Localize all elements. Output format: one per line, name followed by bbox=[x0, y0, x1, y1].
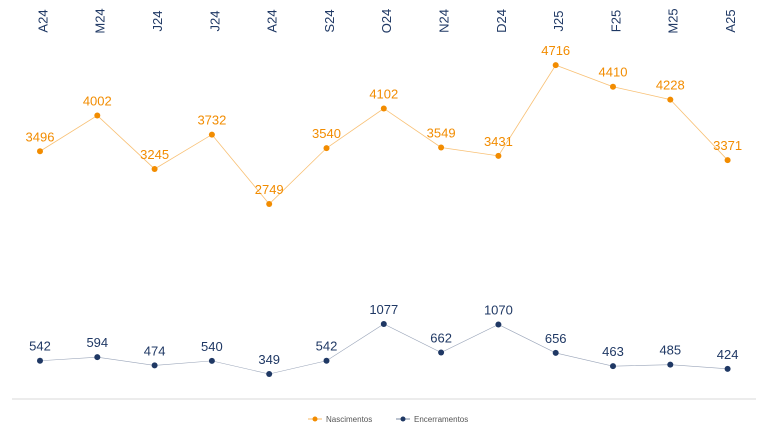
encerramentos-point bbox=[151, 362, 158, 369]
nascimentos-point bbox=[323, 145, 330, 152]
encerramentos-data-label: 485 bbox=[659, 343, 681, 358]
series-layer: 3496 4002 3245 3732 2749 3540 4102 3549 3431 4716… bbox=[26, 43, 742, 377]
encerramentos-point bbox=[380, 321, 387, 328]
nascimentos-point bbox=[37, 148, 43, 155]
nascimentos-legend-label: Nascimentos bbox=[326, 415, 372, 424]
nascimentos-data-label: 3371 bbox=[713, 138, 742, 153]
nascimentos-point bbox=[266, 201, 273, 207]
category-labels: A24 M24 J24 J24 A24 S24 O24 N24 D24 J25 F25 M25 A25 bbox=[35, 8, 738, 33]
encerramentos-point bbox=[552, 349, 559, 356]
category-label: O24 bbox=[379, 9, 394, 34]
category-label: J24 bbox=[150, 11, 165, 32]
category-label: M24 bbox=[93, 8, 108, 33]
nascimentos-data-label: 4410 bbox=[599, 65, 628, 80]
nascimentos-data-label: 3540 bbox=[312, 126, 341, 141]
encerramentos-data-label: 540 bbox=[201, 339, 223, 354]
nascimentos-point bbox=[495, 152, 502, 159]
encerramentos-point bbox=[37, 357, 43, 364]
encerramentos-data-label: 542 bbox=[29, 339, 51, 354]
encerramentos-point bbox=[724, 365, 731, 372]
nascimentos-point bbox=[724, 157, 731, 164]
nascimentos-point bbox=[552, 62, 559, 69]
category-label: A24 bbox=[265, 9, 280, 32]
nascimentos-point bbox=[438, 144, 445, 151]
category-label: J24 bbox=[207, 11, 222, 32]
nascimentos-data-label: 3549 bbox=[427, 126, 456, 141]
encerramentos-data-label: 463 bbox=[602, 344, 624, 359]
nascimentos-data-label: 4716 bbox=[541, 43, 570, 58]
nascimentos-point bbox=[667, 96, 674, 103]
encerramentos-data-label: 542 bbox=[316, 339, 338, 354]
nascimentos-data-label: 4002 bbox=[83, 94, 112, 109]
nascimentos-data-label: 3732 bbox=[197, 113, 226, 128]
encerramentos-data-label: 1070 bbox=[484, 302, 513, 317]
encerramentos-point bbox=[610, 363, 616, 370]
category-label: M25 bbox=[666, 8, 681, 33]
encerramentos-legend-label: Encerramentos bbox=[414, 415, 468, 424]
encerramentos-data-label: 424 bbox=[717, 347, 739, 362]
encerramentos-data-label: 656 bbox=[545, 331, 567, 346]
nascimentos-point bbox=[151, 165, 158, 172]
category-label: A25 bbox=[723, 9, 738, 32]
nascimentos-data-label: 3245 bbox=[140, 147, 169, 162]
encerramentos-point bbox=[438, 349, 445, 356]
encerramentos-data-label: 662 bbox=[430, 331, 452, 346]
legend: Nascimentos Encerramentos bbox=[308, 415, 468, 424]
nascimentos-point bbox=[380, 105, 387, 112]
nascimentos-data-label: 3431 bbox=[484, 134, 513, 149]
encerramentos-data-label: 349 bbox=[258, 352, 280, 367]
category-label: F25 bbox=[608, 10, 623, 32]
nascimentos-data-label: 4228 bbox=[656, 78, 685, 93]
category-label: A24 bbox=[35, 9, 50, 32]
encerramentos-point bbox=[94, 354, 101, 361]
encerramentos-point bbox=[323, 357, 330, 364]
category-label: D24 bbox=[494, 9, 509, 33]
nascimentos-point bbox=[610, 83, 616, 90]
encerramentos-data-label: 1077 bbox=[369, 302, 398, 317]
nascimentos-point bbox=[208, 131, 215, 138]
nascimentos-data-label: 2749 bbox=[255, 182, 284, 197]
nascimentos-data-label: 3496 bbox=[26, 129, 55, 144]
encerramentos-legend-marker bbox=[400, 416, 406, 422]
encerramentos-data-label: 474 bbox=[144, 343, 166, 358]
category-label: S24 bbox=[322, 9, 337, 32]
encerramentos-point bbox=[266, 371, 273, 377]
nascimentos-point bbox=[94, 112, 101, 119]
category-label: N24 bbox=[437, 9, 452, 33]
encerramentos-data-label: 594 bbox=[86, 335, 108, 350]
nascimentos-data-label: 4102 bbox=[369, 86, 398, 101]
nascimentos-legend-marker bbox=[312, 416, 318, 422]
encerramentos-point bbox=[495, 321, 502, 328]
encerramentos-point bbox=[208, 357, 215, 364]
category-label: J25 bbox=[551, 11, 566, 32]
encerramentos-point bbox=[667, 361, 674, 368]
